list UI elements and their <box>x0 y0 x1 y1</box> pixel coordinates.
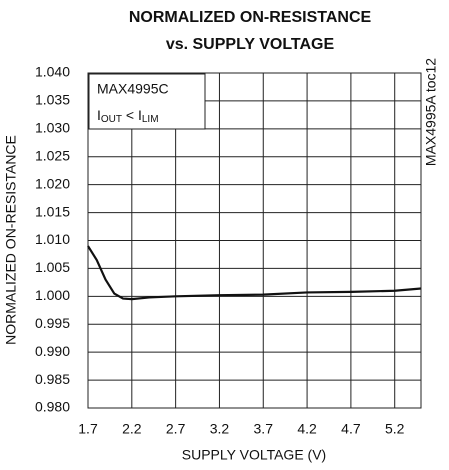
y-tick-label: 0.990 <box>35 343 70 359</box>
x-tick-label: 3.2 <box>210 421 230 437</box>
figure-id: MAX4995A toc12 <box>423 58 439 166</box>
y-tick-label: 0.985 <box>35 371 70 387</box>
annotation: IOUT < ILIM <box>97 107 159 125</box>
x-tick-label: 3.7 <box>254 421 274 437</box>
x-axis-label: SUPPLY VOLTAGE (V) <box>182 447 326 463</box>
y-tick-label: 1.020 <box>35 175 70 191</box>
y-tick-label: 1.010 <box>35 231 70 247</box>
y-axis-label: NORMALIZED ON-RESISTANCE <box>3 135 19 345</box>
chart-title: NORMALIZED ON-RESISTANCE <box>129 9 372 26</box>
x-tick-label: 5.2 <box>385 421 405 437</box>
plot-border <box>87 72 422 409</box>
y-tick-label: 0.995 <box>35 315 70 331</box>
data-line <box>87 245 422 301</box>
x-tick-label: 1.7 <box>78 421 98 437</box>
annotation: MAX4995C <box>97 81 169 97</box>
y-tick-label: 1.005 <box>35 259 70 275</box>
chart-title: vs. SUPPLY VOLTAGE <box>166 36 335 53</box>
y-tick-label: 1.030 <box>35 120 70 136</box>
annotation-box <box>88 73 206 130</box>
x-tick-label: 2.2 <box>122 421 142 437</box>
x-tick-label: 4.2 <box>297 421 317 437</box>
y-tick-label: 1.015 <box>35 203 70 219</box>
x-tick-label: 4.7 <box>341 421 361 437</box>
y-tick-label: 1.000 <box>35 287 70 303</box>
y-tick-label: 1.035 <box>35 92 70 108</box>
y-tick-label: 0.980 <box>35 399 70 415</box>
y-tick-label: 1.025 <box>35 147 70 163</box>
plot-area: 0.980 0.985 0.990 0.995 1.000 1.005 1.010 1.015… <box>35 64 422 437</box>
y-tick-label: 1.040 <box>35 64 70 80</box>
x-tick-label: 2.7 <box>166 421 186 437</box>
